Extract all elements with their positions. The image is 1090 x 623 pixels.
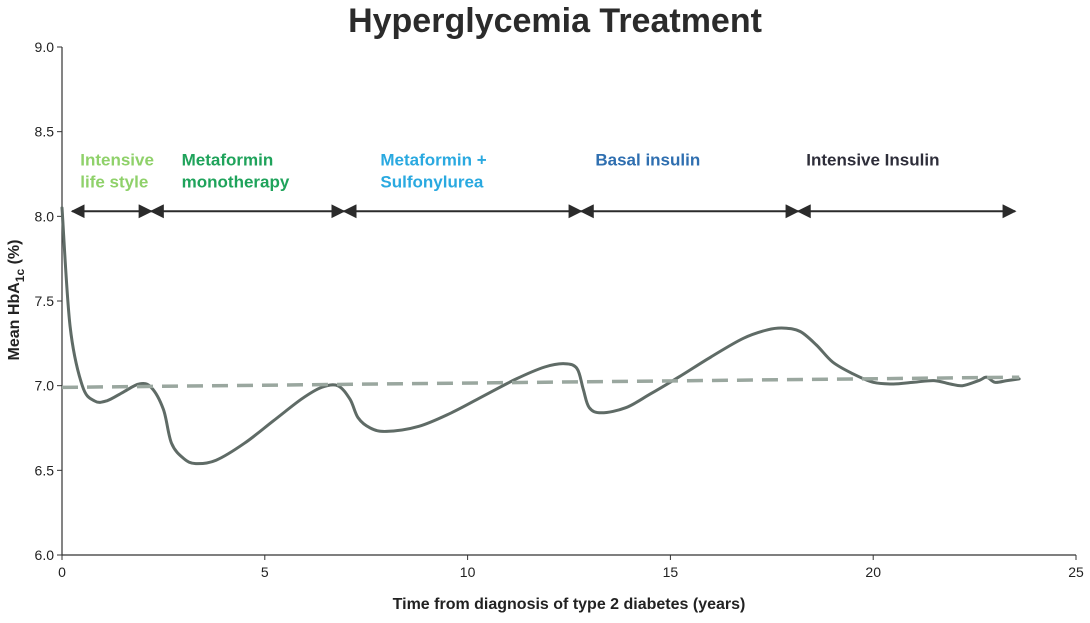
y-tick-label: 6.0	[35, 547, 55, 563]
x-tick-label: 10	[460, 564, 476, 580]
y-axis-label: Mean HbA1c (%)	[6, 240, 27, 361]
y-tick-label: 6.5	[35, 462, 55, 478]
x-tick-label: 15	[663, 564, 679, 580]
x-tick-label: 0	[58, 564, 66, 580]
y-axis-label-subscript: 1c	[13, 269, 27, 283]
phase-label: Intensive Insulin	[806, 151, 939, 170]
y-axis-label-suffix: (%)	[6, 240, 23, 269]
y-tick-label: 9.0	[35, 39, 55, 55]
x-tick-label: 5	[261, 564, 269, 580]
hba1c-curve	[60, 206, 1021, 466]
x-tick-label: 20	[865, 564, 881, 580]
phase-label: Basal insulin	[595, 151, 700, 170]
treatment-phases: Intensive life style Metaformin monotherapy…	[70, 151, 1017, 219]
phase-label: Metaformin + Sulfonylurea	[380, 151, 486, 192]
phase-label-line: Metaformin +	[380, 151, 486, 170]
axes: 6.0 6.5 7.0 7.5 8.0 8.5 9.0 0 5 10 15 20 25	[35, 39, 1084, 580]
y-tick-label: 8.5	[35, 124, 55, 140]
phase-label: Intensive life style	[80, 151, 154, 192]
phase-label-line: Intensive	[80, 151, 154, 170]
series-group	[60, 206, 1021, 466]
phase-label-line: Basal insulin	[595, 151, 700, 170]
reference-dashed-line	[61, 375, 1020, 390]
phase-label-line: Intensive Insulin	[806, 151, 939, 170]
y-tick-label: 7.0	[35, 378, 55, 394]
phase-label-line: monotherapy	[182, 173, 290, 192]
y-tick-label: 7.5	[35, 293, 55, 309]
x-axis-label: Time from diagnosis of type 2 diabetes (…	[393, 596, 746, 613]
y-tick-label: 8.0	[35, 208, 55, 224]
phase-label-line: Metaformin	[182, 151, 274, 170]
phase-label-line: life style	[80, 173, 148, 192]
chart-title: Hyperglycemia Treatment	[348, 2, 762, 40]
phase-label-line: Sulfonylurea	[380, 173, 484, 192]
x-tick-label: 25	[1068, 564, 1084, 580]
phase-label: Metaformin monotherapy	[182, 151, 290, 192]
y-axis-label-prefix: Mean HbA	[6, 282, 23, 361]
